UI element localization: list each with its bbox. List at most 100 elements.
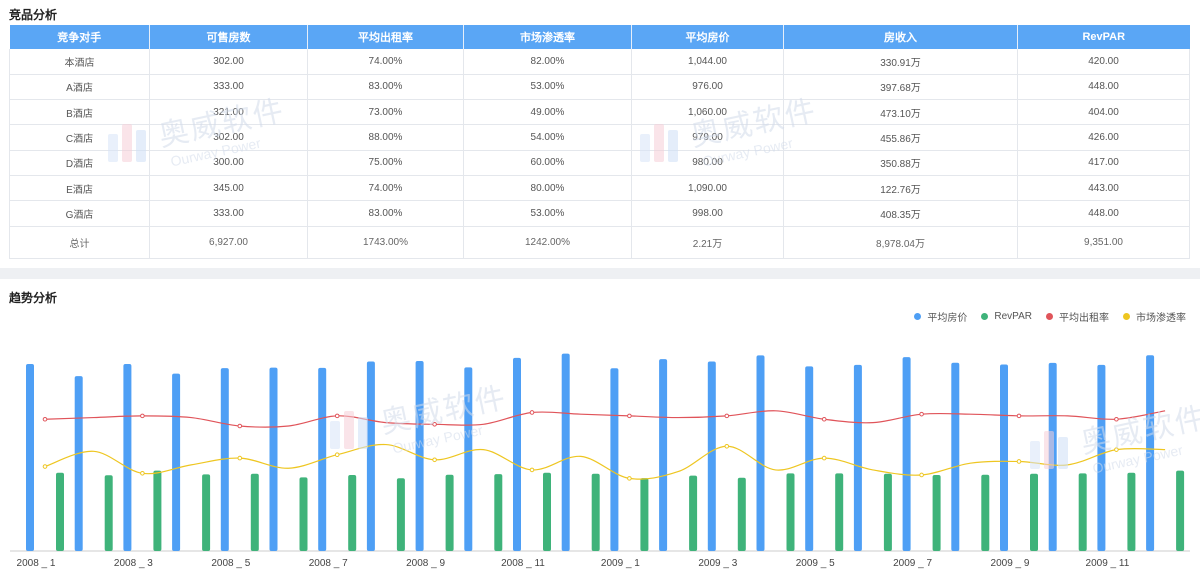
- point-occupancy[interactable]: [627, 413, 632, 419]
- bar-avg-price[interactable]: [659, 359, 668, 551]
- competitor-name: D酒店: [9, 150, 150, 176]
- table-cell: 976.00: [631, 74, 784, 101]
- legend-item[interactable]: RevPAR: [981, 309, 1032, 324]
- bar-avg-price[interactable]: [464, 367, 473, 551]
- column-header[interactable]: 可售房数: [149, 25, 308, 49]
- bar-avg-price[interactable]: [902, 357, 911, 551]
- column-header[interactable]: 平均出租率: [307, 25, 464, 49]
- table-row[interactable]: C酒店 302.00 88.00% 54.00% 979.00 455.86万 426.00: [9, 124, 1190, 151]
- bar-revpar[interactable]: [494, 474, 503, 551]
- bar-revpar[interactable]: [835, 473, 844, 551]
- column-header[interactable]: RevPAR: [1017, 25, 1190, 49]
- total-cell: 1242.00%: [463, 226, 632, 259]
- table-cell: 302.00: [149, 49, 308, 75]
- bar-avg-price[interactable]: [1000, 364, 1008, 551]
- bar-revpar[interactable]: [543, 472, 551, 551]
- bar-avg-price[interactable]: [707, 361, 716, 551]
- point-penetration[interactable]: [42, 464, 48, 469]
- bar-avg-price[interactable]: [269, 367, 278, 551]
- legend-item[interactable]: 平均房价: [914, 309, 967, 324]
- bar-revpar[interactable]: [1127, 472, 1136, 551]
- point-occupancy[interactable]: [1016, 413, 1022, 419]
- bar-revpar[interactable]: [104, 475, 113, 551]
- point-penetration[interactable]: [1114, 447, 1119, 452]
- column-header[interactable]: 平均房价: [631, 25, 784, 49]
- table-cell: 88.00%: [307, 124, 464, 151]
- line-occupancy[interactable]: [44, 410, 1166, 428]
- point-occupancy[interactable]: [140, 413, 145, 419]
- bar-revpar[interactable]: [299, 477, 308, 551]
- total-cell: 2.21万: [631, 226, 784, 259]
- point-penetration[interactable]: [432, 457, 437, 463]
- x-tick-label: 2009 _ 1: [601, 558, 640, 569]
- point-occupancy[interactable]: [529, 410, 535, 415]
- table-row[interactable]: D酒店 300.00 75.00% 60.00% 980.00 350.88万 417.00: [9, 150, 1190, 176]
- bar-revpar[interactable]: [202, 474, 211, 551]
- table-row[interactable]: E酒店 345.00 74.00% 80.00% 1,090.00 122.76万 443.…: [9, 175, 1190, 202]
- bar-revpar[interactable]: [932, 475, 941, 551]
- bar-revpar[interactable]: [396, 478, 405, 551]
- line-penetration[interactable]: [44, 443, 1166, 480]
- point-occupancy[interactable]: [724, 413, 730, 419]
- table-cell: 83.00%: [307, 200, 464, 227]
- bar-avg-price[interactable]: [805, 366, 814, 551]
- point-occupancy[interactable]: [42, 416, 48, 422]
- bar-avg-price[interactable]: [756, 355, 765, 551]
- bar-avg-price[interactable]: [74, 376, 83, 551]
- bar-revpar[interactable]: [56, 472, 64, 551]
- legend-item[interactable]: 平均出租率: [1046, 309, 1109, 324]
- column-header[interactable]: 竞争对手: [9, 25, 150, 49]
- bar-revpar[interactable]: [981, 474, 990, 551]
- point-occupancy[interactable]: [1114, 416, 1119, 422]
- point-occupancy[interactable]: [919, 411, 924, 417]
- bar-avg-price[interactable]: [1146, 355, 1155, 551]
- point-penetration[interactable]: [237, 455, 243, 461]
- point-penetration[interactable]: [724, 443, 730, 449]
- table-row[interactable]: B酒店 321.00 73.00% 49.00% 1,060.00 473.10万 404.…: [9, 99, 1190, 126]
- point-penetration[interactable]: [529, 467, 535, 473]
- bar-avg-price[interactable]: [1048, 362, 1057, 551]
- point-penetration[interactable]: [821, 455, 827, 461]
- table-cell: 345.00: [149, 175, 308, 202]
- point-penetration[interactable]: [627, 476, 632, 481]
- bar-avg-price[interactable]: [610, 368, 619, 551]
- point-occupancy[interactable]: [821, 416, 827, 422]
- table-row[interactable]: G酒店 333.00 83.00% 53.00% 998.00 408.35万 448.00: [9, 200, 1190, 227]
- bar-revpar[interactable]: [153, 470, 162, 551]
- bar-revpar[interactable]: [689, 475, 698, 551]
- legend-dot-icon: [1123, 313, 1130, 320]
- bar-revpar[interactable]: [737, 477, 746, 551]
- bar-revpar[interactable]: [1078, 473, 1087, 551]
- bar-revpar[interactable]: [786, 473, 795, 551]
- point-occupancy[interactable]: [432, 422, 437, 427]
- bar-avg-price[interactable]: [366, 361, 375, 551]
- bar-avg-price[interactable]: [172, 373, 181, 551]
- bar-revpar[interactable]: [1030, 473, 1038, 551]
- point-penetration[interactable]: [1016, 459, 1022, 464]
- point-occupancy[interactable]: [334, 413, 340, 419]
- bar-revpar[interactable]: [445, 474, 454, 551]
- point-penetration[interactable]: [140, 470, 145, 476]
- bar-revpar[interactable]: [591, 473, 600, 551]
- point-occupancy[interactable]: [237, 423, 243, 429]
- bar-avg-price[interactable]: [1097, 364, 1106, 551]
- column-header[interactable]: 房收入: [783, 25, 1018, 49]
- bar-avg-price[interactable]: [513, 357, 521, 551]
- point-penetration[interactable]: [919, 472, 924, 478]
- bar-revpar[interactable]: [640, 478, 649, 551]
- legend-item[interactable]: 市场渗透率: [1123, 309, 1186, 324]
- bar-avg-price[interactable]: [951, 362, 960, 551]
- bar-avg-price[interactable]: [26, 363, 34, 551]
- point-penetration[interactable]: [334, 452, 340, 458]
- bar-avg-price[interactable]: [123, 363, 132, 551]
- bar-revpar[interactable]: [348, 475, 357, 551]
- bar-avg-price[interactable]: [853, 364, 862, 551]
- bar-revpar[interactable]: [250, 473, 259, 551]
- bar-revpar[interactable]: [1176, 470, 1185, 551]
- table-cell: 321.00: [149, 99, 308, 126]
- bar-revpar[interactable]: [883, 473, 892, 551]
- table-row[interactable]: A酒店 333.00 83.00% 53.00% 976.00 397.68万 448.00: [9, 74, 1190, 101]
- column-header[interactable]: 市场渗透率: [463, 25, 632, 49]
- bar-avg-price[interactable]: [561, 353, 570, 551]
- table-row[interactable]: 本酒店 302.00 74.00% 82.00% 1,044.00 330.91万 420.…: [9, 49, 1190, 75]
